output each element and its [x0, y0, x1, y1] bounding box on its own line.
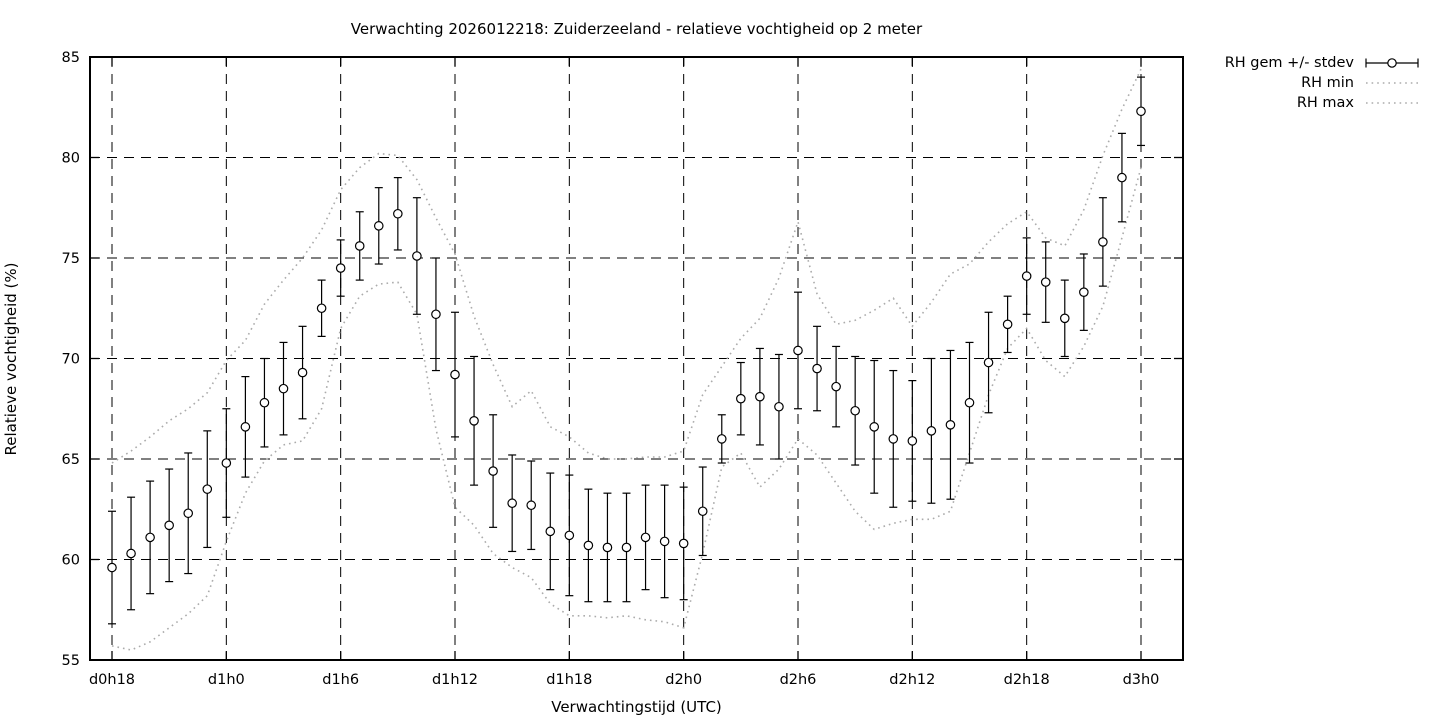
data-point-marker: [869, 422, 880, 432]
data-point-marker: [145, 532, 155, 543]
data-point-marker: [678, 538, 689, 549]
data-point-marker: [1079, 287, 1089, 297]
data-point-marker: [1002, 319, 1013, 330]
y-tick-label: 60: [62, 553, 80, 569]
data-point-marker: [640, 532, 651, 543]
x-tick-label: d1h0: [208, 672, 245, 688]
data-point-marker: [850, 405, 860, 416]
data-point-marker: [164, 520, 174, 531]
x-tick-label: d1h6: [322, 672, 359, 688]
data-point-marker: [373, 221, 384, 231]
data-point-marker: [812, 363, 822, 374]
chart-title: Verwachting 2026012218: Zuiderzeeland - …: [350, 20, 923, 38]
chart-legend: RH gem +/- stdev RH min RH max: [1225, 54, 1420, 111]
data-point-marker: [431, 309, 441, 320]
data-point-marker: [221, 458, 232, 468]
data-point-marker: [736, 393, 746, 404]
axis-tick-marks: [90, 56, 1183, 661]
data-point-marker: [583, 540, 594, 551]
data-point-marker: [659, 536, 670, 547]
data-point-marker: [183, 508, 194, 519]
data-point-marker: [545, 526, 556, 537]
rh-mean-markers: [107, 106, 1146, 573]
x-tick-label: d2h12: [889, 672, 935, 688]
data-point-marker: [621, 542, 632, 553]
data-point-marker: [1059, 313, 1070, 324]
data-point-marker: [450, 369, 460, 380]
y-tick-label: 80: [62, 151, 80, 167]
data-point-marker: [354, 241, 365, 251]
data-point-marker: [1117, 172, 1127, 183]
legend-label: RH max: [1296, 94, 1354, 111]
legend-item-rh-max: RH max: [1225, 94, 1420, 111]
data-point-marker: [831, 381, 841, 392]
data-point-marker: [202, 484, 213, 494]
data-point-marker: [907, 436, 918, 446]
data-point-marker: [240, 422, 251, 432]
data-point-marker: [107, 562, 117, 573]
errorbar-legend-glyph: [1364, 56, 1420, 70]
tick-labels: 55 60 65 70 75 80 85 d0h18 d1h0 d1h6 d1h12 d1h18 d2h…: [62, 50, 1160, 688]
x-tick-label: d2h6: [780, 672, 817, 688]
data-point-marker: [126, 548, 136, 559]
x-tick-label: d2h0: [665, 672, 702, 688]
legend-item-rh-min: RH min: [1225, 74, 1420, 91]
data-point-marker: [469, 416, 479, 426]
data-point-marker: [278, 383, 289, 394]
data-point-marker: [393, 208, 403, 219]
data-point-marker: [964, 397, 975, 408]
data-point-marker: [507, 498, 517, 509]
y-tick-label: 55: [62, 653, 80, 669]
rh-max-line: [111, 68, 1142, 464]
x-tick-label: d0h18: [89, 672, 135, 688]
legend-label: RH min: [1301, 74, 1354, 91]
y-tick-label: 70: [62, 352, 80, 368]
data-point-marker: [983, 357, 994, 368]
grid-lines: [90, 57, 1183, 660]
data-point-marker: [259, 397, 270, 408]
data-point-marker: [1136, 106, 1146, 117]
data-point-marker: [716, 434, 727, 444]
data-point-marker: [945, 420, 956, 430]
dotted-line-legend-glyph: [1364, 96, 1420, 110]
legend-item-rh-gem: RH gem +/- stdev: [1225, 54, 1420, 71]
dotted-line-legend-glyph: [1364, 76, 1420, 90]
data-point-marker: [335, 263, 346, 273]
data-point-marker: [1040, 277, 1051, 287]
data-point-marker: [488, 466, 498, 476]
data-point-marker: [774, 401, 784, 412]
x-tick-label: d2h18: [1004, 672, 1050, 688]
data-point-marker: [697, 506, 708, 517]
rh-mean-errorbars: [108, 76, 1145, 625]
data-point-marker: [888, 434, 899, 444]
data-point-marker: [1098, 237, 1108, 247]
data-point-marker: [412, 251, 422, 261]
legend-label: RH gem +/- stdev: [1224, 54, 1354, 71]
data-point-marker: [526, 500, 537, 511]
data-point-marker: [755, 391, 765, 402]
data-point-marker: [793, 345, 803, 356]
y-tick-label: 65: [62, 452, 80, 468]
y-tick-label: 75: [62, 251, 80, 267]
data-point-marker: [316, 303, 327, 314]
y-tick-label: 85: [62, 50, 80, 66]
data-point-marker: [1021, 271, 1032, 281]
data-point-marker: [602, 542, 613, 553]
data-point-marker: [926, 426, 937, 436]
data-point-marker: [564, 530, 575, 541]
x-tick-label: d3h0: [1123, 672, 1160, 688]
data-point-marker: [297, 367, 308, 378]
x-tick-label: d1h18: [546, 672, 592, 688]
x-tick-label: d1h12: [432, 672, 478, 688]
x-axis-label: Verwachtingstijd (UTC): [551, 698, 722, 716]
